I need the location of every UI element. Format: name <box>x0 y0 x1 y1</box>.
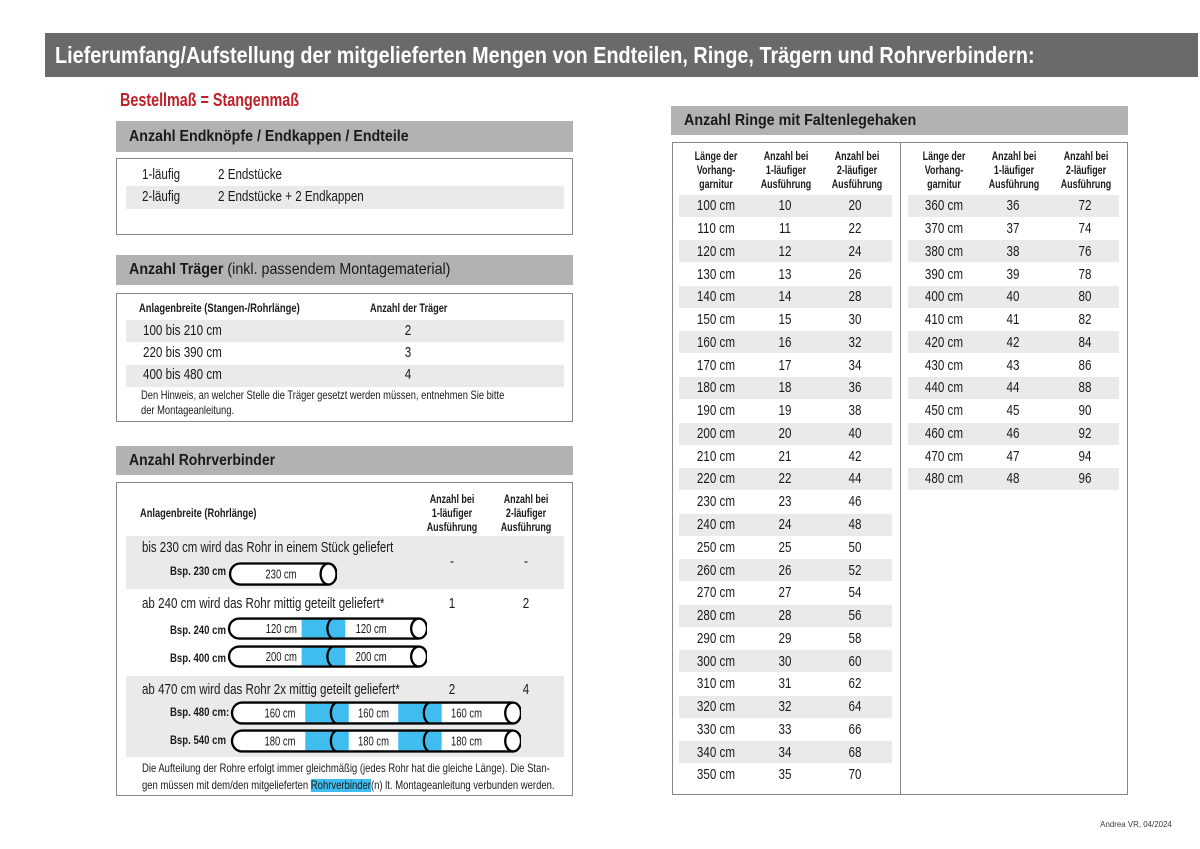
svg-text:160 cm: 160 cm <box>358 707 389 721</box>
svg-text:230 cm: 230 cm <box>265 568 296 582</box>
svg-text:180 cm: 180 cm <box>358 735 389 749</box>
svg-text:120 cm: 120 cm <box>356 623 387 637</box>
svg-text:160 cm: 160 cm <box>451 707 482 721</box>
svg-text:160 cm: 160 cm <box>265 707 296 721</box>
svg-text:120 cm: 120 cm <box>266 623 297 637</box>
svg-text:200 cm: 200 cm <box>356 651 387 665</box>
svg-text:200 cm: 200 cm <box>266 651 297 665</box>
svg-text:180 cm: 180 cm <box>451 735 482 749</box>
svg-text:180 cm: 180 cm <box>265 735 296 749</box>
